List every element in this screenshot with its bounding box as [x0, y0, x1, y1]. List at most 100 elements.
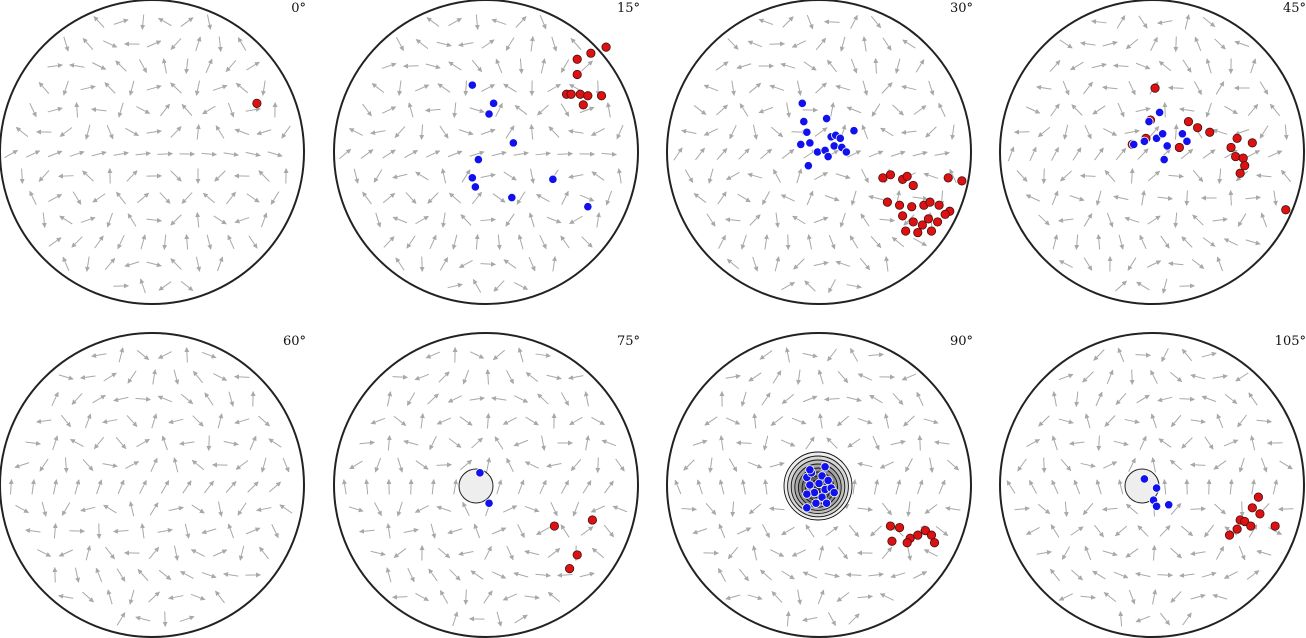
field-arrow: [950, 124, 956, 140]
field-arrow: [813, 260, 829, 267]
field-arrow: [1150, 369, 1158, 384]
field-arrow: [138, 59, 148, 74]
field-arrow: [1080, 41, 1096, 46]
field-arrow: [1058, 418, 1074, 425]
field-arrow: [1194, 36, 1202, 52]
field-arrow: [206, 435, 212, 451]
field-arrow: [1248, 524, 1258, 538]
field-arrow: [1106, 212, 1114, 228]
field-arrow: [906, 501, 912, 517]
field-arrow: [414, 373, 430, 381]
field-arrow: [1096, 234, 1102, 250]
field-arrow: [525, 371, 539, 383]
field-arrow: [452, 102, 458, 118]
field-arrow: [817, 589, 825, 605]
field-arrow: [579, 194, 595, 202]
field-arrow: [718, 567, 726, 582]
data-point: [1247, 503, 1257, 513]
data-point: [1231, 151, 1241, 162]
field-arrow: [227, 523, 234, 539]
field-arrow: [1069, 195, 1085, 202]
field-arrow: [895, 479, 902, 495]
field-arrow: [547, 548, 561, 558]
field-arrow: [93, 16, 105, 28]
field-arrow: [1181, 348, 1193, 362]
field-arrow: [1267, 150, 1283, 158]
field-arrow: [518, 58, 524, 74]
field-arrow: [162, 234, 168, 250]
field-arrow: [437, 547, 451, 559]
field-arrow: [128, 80, 135, 96]
field-arrow: [414, 505, 429, 513]
field-arrow: [170, 258, 182, 270]
field-arrow: [850, 58, 858, 74]
field-arrow: [1247, 103, 1259, 117]
data-point: [817, 492, 827, 502]
field-arrow: [871, 103, 881, 117]
field-arrow: [945, 506, 961, 512]
field-arrow: [458, 42, 474, 47]
field-arrow: [462, 501, 470, 516]
field-arrow: [1213, 460, 1227, 470]
field-arrow: [1249, 435, 1256, 451]
field-arrow: [158, 17, 172, 27]
field-arrow: [225, 60, 237, 73]
field-arrow: [1071, 104, 1083, 116]
field-arrow: [202, 105, 216, 115]
field-arrow: [237, 502, 247, 516]
field-arrow: [447, 395, 462, 403]
field-arrow: [52, 435, 59, 451]
field-arrow: [769, 461, 785, 468]
field-arrow: [192, 370, 204, 384]
field-arrow: [949, 168, 957, 183]
field-arrow: [126, 170, 138, 182]
field-arrow: [470, 570, 484, 580]
field-arrow: [828, 279, 836, 294]
field-arrow: [707, 168, 714, 184]
field-arrow: [880, 127, 894, 137]
field-arrow: [172, 457, 179, 473]
field-arrow: [38, 170, 50, 182]
field-arrow: [451, 234, 458, 250]
field-arrow: [1115, 147, 1127, 161]
field-arrow: [80, 374, 96, 380]
field-arrow: [170, 82, 182, 94]
field-arrow: [117, 235, 125, 250]
field-arrow: [903, 214, 915, 226]
field-arrow: [195, 212, 201, 228]
field-arrow: [1224, 149, 1238, 159]
field-arrow: [261, 80, 267, 96]
data-point: [820, 462, 830, 472]
field-arrow: [80, 506, 96, 513]
field-arrow: [463, 589, 469, 605]
field-arrow: [560, 524, 570, 538]
field-arrow: [223, 151, 239, 157]
field-arrow: [539, 234, 547, 250]
field-arrow: [784, 347, 791, 363]
field-arrow: [736, 527, 752, 535]
field-arrow: [506, 545, 514, 561]
field-arrow: [806, 14, 814, 30]
field-arrow: [395, 257, 405, 271]
data-point: [913, 227, 923, 238]
field-arrow: [1201, 395, 1217, 403]
field-arrow: [1025, 194, 1041, 202]
field-arrow: [237, 37, 247, 51]
field-arrow: [82, 459, 94, 471]
field-arrow: [539, 14, 547, 30]
field-arrow: [1117, 479, 1124, 495]
field-arrow: [606, 102, 611, 118]
field-arrow: [170, 126, 182, 138]
field-arrow: [1128, 457, 1136, 472]
field-arrow: [441, 212, 447, 228]
field-arrow: [104, 82, 116, 94]
field-arrow: [546, 462, 562, 469]
field-arrow: [738, 568, 750, 582]
field-arrow: [1205, 102, 1212, 118]
field-arrow: [383, 236, 395, 248]
field-arrow: [136, 192, 150, 204]
field-arrow: [752, 413, 758, 429]
field-arrow: [1152, 589, 1158, 605]
field-arrow: [769, 41, 785, 47]
field-arrow: [1135, 615, 1151, 623]
